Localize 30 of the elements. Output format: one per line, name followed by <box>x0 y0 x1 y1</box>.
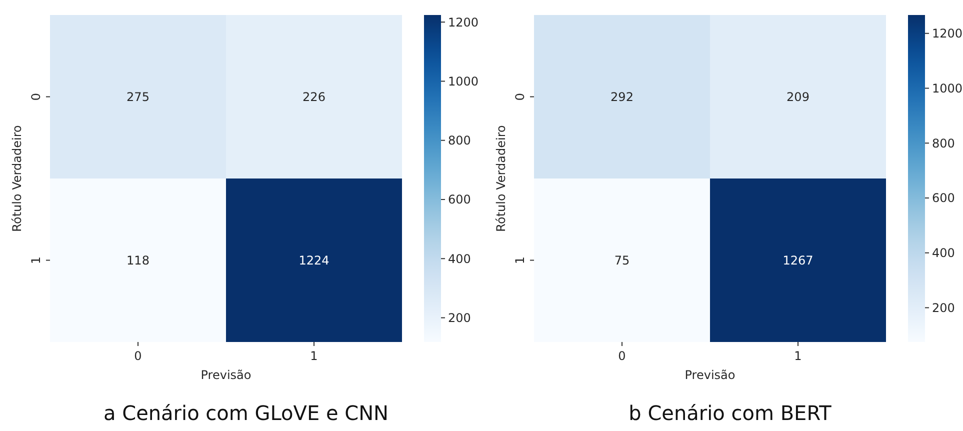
y-axis-title: Rótulo Verdadeiro <box>10 125 24 232</box>
data-label: 275 <box>126 90 150 104</box>
color-bar-label: 800 <box>932 136 955 150</box>
color-bar-label: 1000 <box>932 81 963 96</box>
data-label: 226 <box>302 90 326 104</box>
data-label: 75 <box>614 253 630 268</box>
text: a Cenário com GLoVE e CNN <box>103 401 389 425</box>
y-axis-title: Rótulo Verdadeiro <box>494 125 508 232</box>
color-bar-label: 1200 <box>932 26 963 41</box>
x-tick-label: 0 <box>134 349 142 363</box>
data-label: 292 <box>610 90 634 104</box>
color-bar-label: 400 <box>932 246 955 260</box>
color-bar-label: 400 <box>448 252 471 266</box>
color-bar-label: 800 <box>448 134 471 148</box>
x-tick-label: 0 <box>618 349 626 363</box>
x-axis-title: Previsão <box>200 368 252 382</box>
data-label: 209 <box>786 90 810 104</box>
color-bar-label: 1000 <box>448 74 479 88</box>
color-bar-label: 600 <box>448 192 471 207</box>
color-bar-label: 200 <box>932 300 955 315</box>
data-label: 1224 <box>298 253 330 268</box>
text: b Cenário com BERT <box>628 401 832 425</box>
data-label: 1267 <box>782 253 814 268</box>
x-axis-title: Previsão <box>684 368 736 382</box>
x-tick-label: 1 <box>794 349 802 363</box>
color-bar-label: 600 <box>932 191 955 206</box>
data-label: 118 <box>126 253 150 268</box>
x-tick-label: 1 <box>310 349 318 363</box>
color-bar-label: 1200 <box>448 15 479 30</box>
color-bar-label: 200 <box>448 310 471 325</box>
